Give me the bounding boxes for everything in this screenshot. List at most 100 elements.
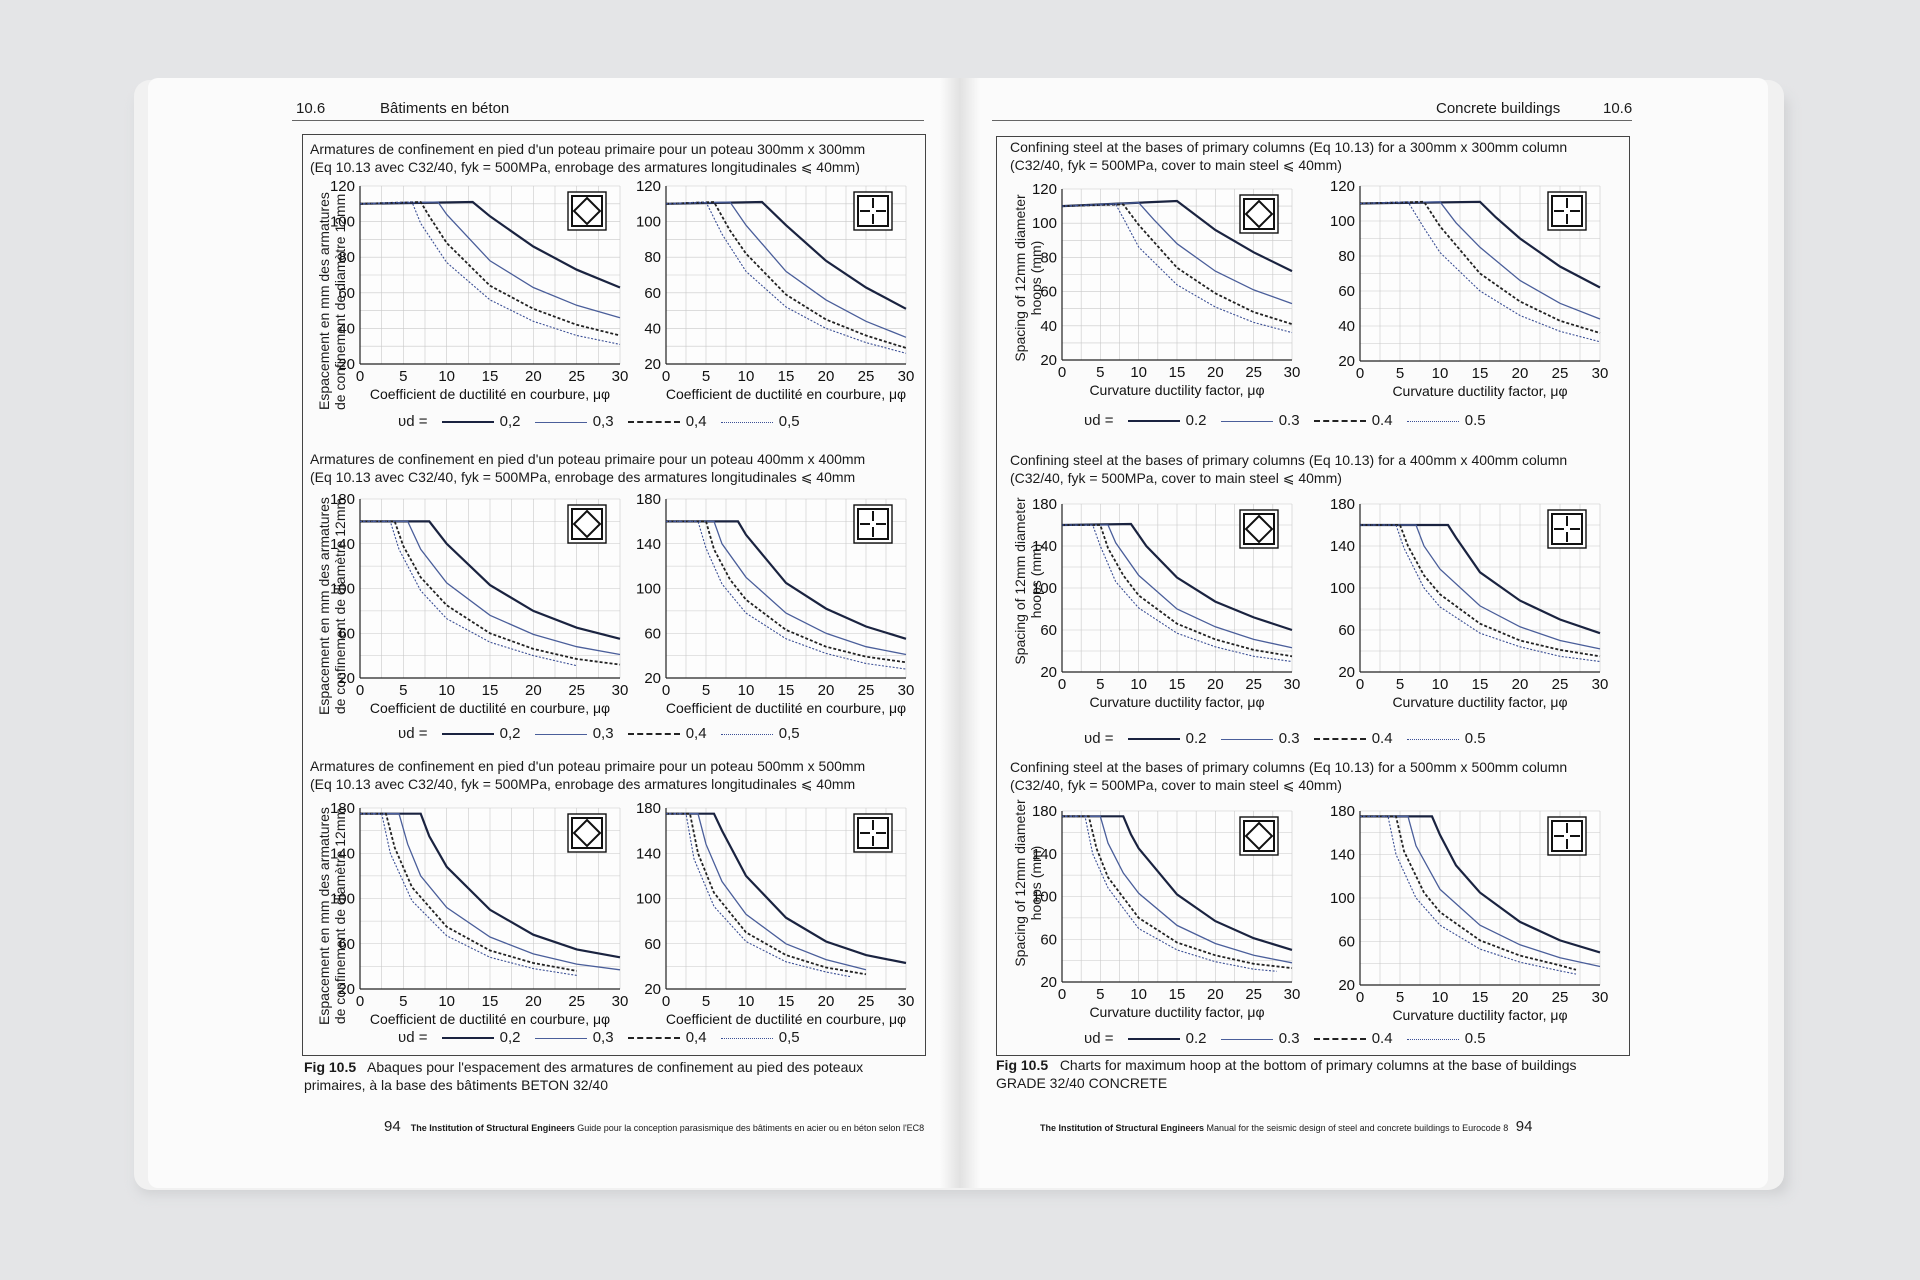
legend-prefix: υd =	[398, 725, 428, 742]
right-chart-title-2a: Confining steel at the bases of primary …	[1010, 452, 1568, 468]
left-footer-publisher: The Institution of Structural Engineers	[410, 1123, 575, 1133]
x-tick-label: 15	[1169, 364, 1186, 381]
series-line-0.3	[1359, 201, 1601, 320]
x-tick-label: 10	[1432, 989, 1449, 1006]
series-line-0.5	[1359, 201, 1601, 343]
x-tick-label: 15	[778, 368, 795, 385]
legend-label-05: 0.5	[1464, 730, 1486, 747]
x-tick-label: 10	[1130, 986, 1147, 1003]
y-tick-label: 140	[636, 536, 661, 553]
legend-label-04: 0.4	[1371, 1030, 1393, 1047]
legend-swatch-03	[534, 421, 587, 423]
x-tick-label: 15	[482, 993, 499, 1010]
x-tick-label: 30	[1284, 986, 1301, 1003]
x-tick-label: 30	[612, 682, 629, 699]
x-tick-label: 30	[1592, 676, 1609, 693]
legend-swatch-02	[1127, 1038, 1180, 1041]
right-page-number: 94	[1515, 1118, 1533, 1135]
x-tick-label: 10	[438, 682, 455, 699]
x-tick-label: 15	[778, 993, 795, 1010]
legend-label-04: 0,4	[685, 1029, 707, 1046]
x-tick-label: 20	[1207, 676, 1224, 693]
x-tick-label: 20	[525, 682, 542, 699]
y-tick-label: 100	[636, 891, 661, 908]
x-tick-label: 10	[738, 682, 755, 699]
x-tick-label: 5	[399, 993, 407, 1010]
x-tick-label: 5	[1096, 986, 1104, 1003]
series-line-0,4	[360, 520, 621, 666]
series-line-0,2	[666, 520, 907, 640]
y-tick-label: 140	[636, 845, 661, 862]
legend-swatch-02	[1127, 738, 1180, 741]
y-tick-label: 40	[338, 320, 355, 337]
legend-swatch-05	[1406, 1038, 1459, 1040]
legend-label-03: 0.3	[1278, 730, 1300, 747]
y-tick-label: 100	[636, 581, 661, 598]
y-tick-label: 120	[1330, 178, 1355, 195]
y-tick-label: 20	[338, 670, 355, 687]
y-tick-label: 20	[1040, 974, 1057, 991]
series-line-0,2	[360, 520, 621, 640]
column-section-icon	[567, 191, 607, 231]
legend-swatch-05	[720, 733, 773, 735]
y-tick-label: 20	[644, 356, 661, 373]
x-axis-label: Curvature ductility factor, μφ	[1392, 694, 1567, 710]
x-tick-label: 15	[778, 682, 795, 699]
x-tick-label: 30	[1592, 365, 1609, 382]
series-line-0,5	[666, 813, 851, 978]
x-tick-label: 25	[568, 682, 585, 699]
right-section-title: Concrete buildings	[1436, 100, 1561, 117]
y-tick-label: 60	[644, 285, 661, 302]
series-line-0,2	[665, 200, 907, 310]
y-tick-label: 40	[644, 320, 661, 337]
series-line-0.4	[1062, 524, 1293, 658]
right-chart-6: 20 60 100 140 180 0 5 10 15 20 25 30 Curvature ducti…	[1330, 803, 1609, 1023]
legend-label-05: 0,5	[778, 725, 800, 742]
series-line-0,2	[666, 812, 907, 965]
x-tick-label: 15	[1472, 365, 1489, 382]
x-tick-label: 15	[482, 368, 499, 385]
y-tick-label: 140	[1032, 846, 1057, 863]
left-caption-label: Fig 10.5	[304, 1059, 357, 1075]
y-tick-label: 40	[1338, 318, 1355, 335]
x-tick-label: 5	[1096, 364, 1104, 381]
y-tick-label: 180	[636, 491, 661, 508]
legend-swatch-04	[1313, 738, 1366, 741]
x-axis-label: Coefficient de ductilité en courbure, μφ	[666, 386, 906, 402]
left-chart-title-1b: (Eq 10.13 avec C32/40, fyk = 500MPa, enr…	[310, 159, 860, 175]
right-legend-3: υd = 0.2 0.3 0.4 0.5	[1084, 1030, 1486, 1047]
column-section-crossties-icon	[1547, 509, 1587, 549]
y-tick-label: 80	[1338, 248, 1355, 265]
x-tick-label: 10	[1432, 365, 1449, 382]
legend-prefix: υd =	[1084, 1030, 1114, 1047]
x-tick-label: 30	[1592, 989, 1609, 1006]
right-figure-frame	[996, 136, 1630, 1056]
legend-swatch-04	[627, 733, 680, 736]
right-chart-3: 20 60 100 140 180 0 5 10 15 20 25 30 Curvature ducti…	[1032, 496, 1300, 710]
y-tick-label: 180	[1330, 496, 1355, 513]
legend-label-03: 0,3	[592, 725, 614, 742]
x-tick-label: 20	[525, 993, 542, 1010]
x-tick-label: 5	[399, 368, 407, 385]
left-chart-title-1a: Armatures de confinement en pied d'un po…	[310, 141, 866, 157]
y-tick-label: 140	[330, 536, 355, 553]
y-tick-label: 80	[338, 249, 355, 266]
y-tick-label: 60	[1338, 622, 1355, 639]
series-line-0.5	[1061, 203, 1293, 334]
series-line-0,3	[665, 201, 907, 338]
y-tick-label: 100	[1032, 215, 1057, 232]
y-tick-label: 60	[1040, 284, 1057, 301]
y-tick-label: 60	[338, 625, 355, 642]
x-tick-label: 5	[399, 682, 407, 699]
series-line-0.4	[1360, 815, 1577, 971]
x-tick-label: 25	[568, 993, 585, 1010]
legend-swatch-04	[627, 421, 680, 424]
series-line-0.4	[1062, 815, 1293, 969]
series-line-0,5	[359, 201, 621, 345]
y-tick-label: 80	[644, 249, 661, 266]
x-tick-label: 10	[438, 368, 455, 385]
left-footer-text: Guide pour la conception parasismique de…	[577, 1123, 925, 1133]
y-tick-label: 20	[644, 981, 661, 998]
x-tick-label: 0	[662, 682, 670, 699]
